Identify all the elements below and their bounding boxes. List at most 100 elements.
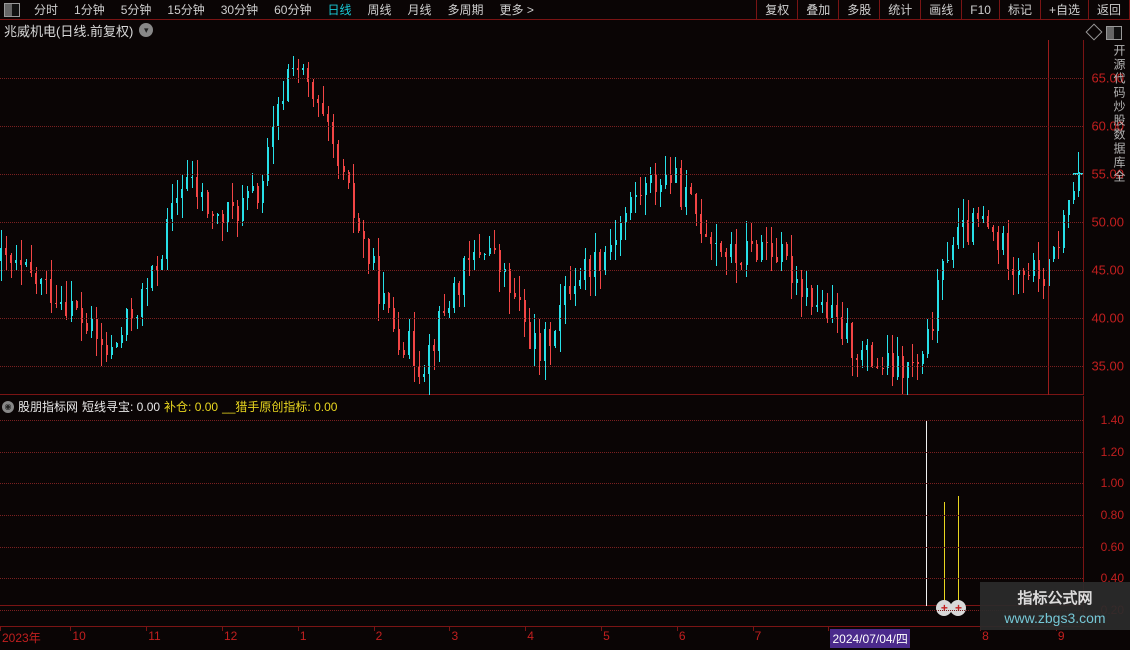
candle-bar-93: [468, 258, 470, 260]
candle-bar-103: [519, 297, 521, 300]
legend-item-2: 补仓: 0.00: [164, 398, 218, 415]
stock-dropdown-icon[interactable]: ▾: [139, 23, 153, 37]
candle-bar-18: [91, 319, 93, 331]
candle-bar-181: [912, 362, 914, 363]
date-label-4[interactable]: 1: [300, 629, 307, 643]
toolbar-action-复权[interactable]: 复权: [757, 0, 798, 19]
candle-bar-152: [766, 242, 768, 243]
candle-bar-210: [1058, 247, 1060, 248]
candle-bar-155: [781, 244, 783, 262]
candle-bar-213: [1073, 191, 1075, 201]
period-tab-分时[interactable]: 分时: [26, 1, 66, 18]
candle-bar-163: [821, 302, 823, 305]
candle-bar-106: [534, 333, 536, 349]
period-tab-周线[interactable]: 周线: [359, 1, 399, 18]
price-gridline-55: [0, 174, 1083, 175]
candle-bar-122: [615, 240, 617, 245]
candle-bar-43: [217, 214, 219, 216]
indicator-panel-area[interactable]: ◉ 股朋指标网 短线寻宝: 0.00 补仓: 0.00 __猎手原创指标: 0.…: [0, 396, 1083, 626]
date-label-10[interactable]: 7: [755, 629, 762, 643]
date-label-13[interactable]: 9: [1058, 629, 1065, 643]
toolbar-action-画线[interactable]: 画线: [921, 0, 962, 19]
date-label-9[interactable]: 6: [679, 629, 686, 643]
toolbar-action-叠加[interactable]: 叠加: [798, 0, 839, 19]
candle-bar-102: [514, 293, 516, 297]
candle-bar-172: [866, 345, 868, 350]
layout-toggle-icon[interactable]: [4, 3, 20, 17]
candle-bar-23: [116, 343, 118, 347]
candle-bar-141: [710, 237, 712, 245]
date-label-8[interactable]: 5: [603, 629, 610, 643]
candle-bar-166: [836, 305, 838, 317]
candle-bar-5: [25, 262, 27, 264]
date-label-1[interactable]: 10: [72, 629, 85, 643]
price-gridline-50: [0, 222, 1083, 223]
date-label-11[interactable]: 2024/07/04/四: [830, 629, 909, 648]
period-tab-更多 >[interactable]: 更多 >: [492, 1, 542, 18]
price-axis-label-55: 55.00: [1091, 167, 1124, 182]
candle-bar-36: [181, 189, 183, 198]
period-tab-1分钟[interactable]: 1分钟: [66, 1, 113, 18]
date-tick-4: [298, 627, 299, 631]
indicator-axis-label-0.6: 0.60: [1101, 540, 1124, 554]
candle-bar-74: [373, 256, 375, 263]
brand-watermark-box: 指标公式网 www.zbgs3.com: [980, 582, 1130, 630]
indicator-toggle-icon[interactable]: ◉: [2, 401, 14, 413]
period-tab-日线[interactable]: 日线: [319, 1, 359, 18]
indicator-gridline-1: [0, 483, 1083, 484]
date-label-7[interactable]: 4: [527, 629, 534, 643]
toolbar-action-多股[interactable]: 多股: [839, 0, 880, 19]
date-label-3[interactable]: 12: [224, 629, 237, 643]
date-label-12[interactable]: 8: [982, 629, 989, 643]
candle-bar-101: [509, 269, 511, 293]
candle-bar-170: [856, 358, 858, 360]
period-tab-30分钟[interactable]: 30分钟: [213, 1, 266, 18]
date-label-6[interactable]: 3: [451, 629, 458, 643]
candle-bar-16: [81, 308, 83, 323]
candle-bar-198: [997, 232, 999, 250]
date-tick-2: [146, 627, 147, 631]
candle-bar-25: [126, 309, 128, 335]
candle-bar-53: [267, 147, 269, 181]
period-tab-月线[interactable]: 月线: [400, 1, 440, 18]
date-label-5[interactable]: 2: [376, 629, 383, 643]
candle-bar-41: [207, 192, 209, 214]
candle-bar-188: [947, 260, 949, 261]
candle-bar-20: [101, 339, 103, 345]
candle-bar-204: [1028, 275, 1030, 276]
price-axis-label-45: 45.00: [1091, 263, 1124, 278]
date-label-0[interactable]: 2023年: [2, 629, 41, 646]
toolbar-action-返回[interactable]: 返回: [1089, 0, 1130, 19]
candle-bar-42: [212, 214, 214, 215]
candle-bar-96: [484, 254, 486, 255]
date-axis[interactable]: 2023年 10 11 12 1 2 3 4 5 6 7 2024/07/04/四 8 9: [0, 626, 1083, 650]
indicator-gridline-0.6: [0, 547, 1083, 548]
candle-bar-139: [700, 214, 702, 233]
toolbar-action-F10[interactable]: F10: [962, 0, 1000, 19]
price-axis-label-50: 50.00: [1091, 215, 1124, 230]
period-tab-多周期[interactable]: 多周期: [440, 1, 492, 18]
candle-bar-113: [569, 286, 571, 294]
plus-marker-2[interactable]: +: [950, 600, 966, 616]
date-label-2[interactable]: 11: [148, 629, 160, 643]
candle-bar-90: [453, 283, 455, 308]
candle-bar-57: [287, 69, 289, 101]
indicator-legend: ◉ 股朋指标网 短线寻宝: 0.00 补仓: 0.00 __猎手原创指标: 0.…: [2, 398, 337, 415]
candle-bar-138: [695, 194, 697, 214]
stock-title-bar: 兆威机电(日线.前复权) ▾: [0, 20, 1130, 40]
period-tab-60分钟[interactable]: 60分钟: [266, 1, 319, 18]
candle-bar-33: [166, 219, 168, 259]
price-chart-area[interactable]: [0, 40, 1083, 395]
toolbar-action-统计[interactable]: 统计: [880, 0, 921, 19]
toolbar-action-标记[interactable]: 标记: [1000, 0, 1041, 19]
split-view-icon[interactable]: [1106, 26, 1122, 40]
candle-bar-32: [161, 259, 163, 270]
candle-bar-65: [327, 114, 329, 122]
toolbar-action-+自选[interactable]: +自选: [1041, 0, 1089, 19]
legend-item-0: 股朋指标网: [18, 398, 78, 415]
period-tab-5分钟[interactable]: 5分钟: [113, 1, 160, 18]
period-tab-15分钟[interactable]: 15分钟: [159, 1, 212, 18]
candle-bar-191: [962, 220, 964, 228]
candle-bar-153: [771, 243, 773, 257]
candle-bar-68: [343, 166, 345, 172]
